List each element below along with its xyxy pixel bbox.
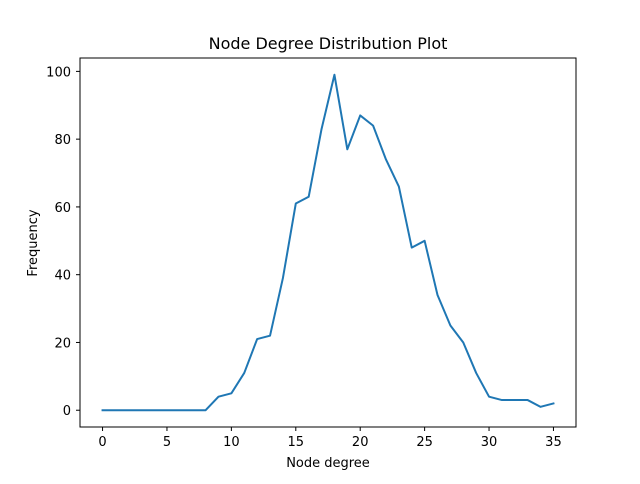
data-point — [344, 146, 350, 152]
data-point — [460, 339, 466, 345]
data-point — [319, 126, 325, 132]
data-point — [215, 394, 221, 400]
x-tick-label: 0 — [98, 435, 106, 450]
data-point — [241, 370, 247, 376]
x-tick-label: 5 — [163, 435, 171, 450]
data-point — [306, 194, 312, 200]
x-axis-label: Node degree — [286, 456, 370, 471]
x-tick-label: 10 — [223, 435, 240, 450]
data-point — [486, 394, 492, 400]
data-point — [499, 397, 505, 403]
data-point — [177, 407, 183, 413]
y-tick-label: 100 — [46, 65, 71, 80]
y-axis-label: Frequency — [26, 209, 41, 276]
data-point — [409, 245, 415, 251]
data-point — [203, 407, 209, 413]
chart-title: Node Degree Distribution Plot — [209, 34, 448, 53]
x-tick-label: 30 — [481, 435, 498, 450]
data-point — [357, 112, 363, 118]
plot-area — [100, 72, 556, 413]
data-point — [370, 123, 376, 129]
data-point — [538, 404, 544, 410]
data-point — [100, 407, 106, 413]
x-tick-label: 35 — [545, 435, 562, 450]
x-tick-label: 25 — [416, 435, 433, 450]
data-point — [138, 407, 144, 413]
y-tick-label: 60 — [54, 201, 71, 216]
data-point — [293, 201, 299, 207]
series-line — [101, 73, 555, 412]
data-point — [151, 407, 157, 413]
data-point — [331, 72, 337, 78]
y-tick-label: 0 — [63, 404, 71, 419]
data-point — [396, 184, 402, 190]
data-point — [435, 292, 441, 298]
y-tick-label: 80 — [54, 133, 71, 148]
data-point — [473, 370, 479, 376]
data-point — [447, 323, 453, 329]
data-point — [422, 238, 428, 244]
data-point — [383, 156, 389, 162]
data-point — [512, 397, 518, 403]
data-point — [164, 407, 170, 413]
data-point — [190, 407, 196, 413]
y-tick-label: 40 — [54, 269, 71, 284]
data-point — [267, 333, 273, 339]
data-point — [112, 407, 118, 413]
data-point — [254, 336, 260, 342]
data-point — [550, 400, 556, 406]
axes-frame — [79, 57, 577, 428]
data-point — [280, 275, 286, 281]
data-point — [525, 397, 531, 403]
data-point — [125, 407, 131, 413]
axes: 0 5 10 15 20 25 30 35 0 20 40 60 80 100 — [46, 57, 577, 450]
x-tick-label: 20 — [352, 435, 369, 450]
x-tick-label: 15 — [288, 435, 305, 450]
y-tick-label: 20 — [54, 336, 71, 351]
data-point — [228, 390, 234, 396]
